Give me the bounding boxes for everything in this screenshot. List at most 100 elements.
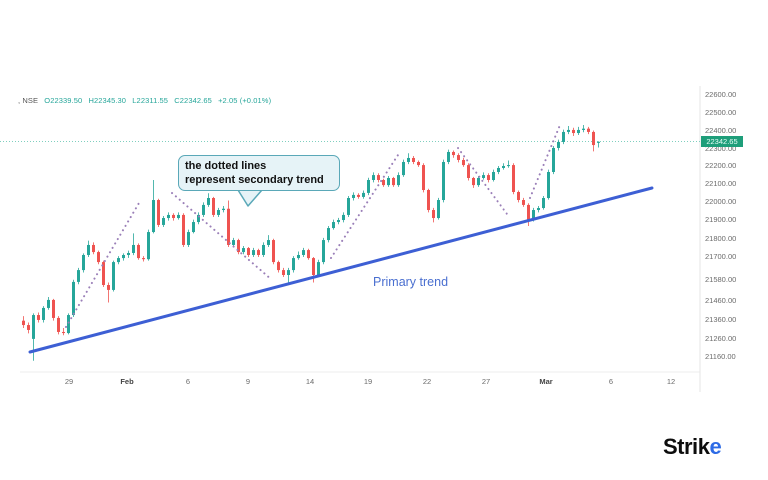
candle-body	[37, 315, 40, 320]
candle-body	[262, 244, 265, 255]
candle-body	[232, 240, 235, 245]
candle-body	[497, 167, 500, 172]
candle-body	[482, 175, 485, 178]
candle-body	[22, 320, 25, 326]
candle-body	[507, 165, 510, 167]
candle-body	[377, 175, 380, 180]
x-tick-label: Mar	[539, 377, 553, 386]
change-value: +2.05 (+0.01%)	[218, 96, 272, 105]
candle-body	[357, 194, 360, 197]
candle-body	[527, 204, 530, 221]
x-tick-label: 27	[481, 377, 491, 386]
candle-body	[437, 200, 440, 219]
candle-body	[302, 250, 305, 255]
candle-body	[322, 240, 325, 263]
strike-logo: Strike	[663, 434, 722, 460]
candle-body	[447, 151, 450, 162]
low-value: L22311.55	[132, 96, 169, 105]
candle-body	[562, 131, 565, 142]
candle-body	[157, 200, 160, 225]
candle-body	[557, 141, 560, 148]
candle-body	[207, 198, 210, 205]
last-price-badge: 22342.65	[701, 136, 743, 147]
secondary-trend-line	[330, 154, 399, 259]
secondary-trend-line	[457, 147, 508, 215]
candle-body	[312, 258, 315, 275]
candle-body	[432, 210, 435, 219]
candle-body	[577, 129, 580, 134]
candle-body	[282, 270, 285, 275]
candle-body	[512, 165, 515, 193]
candle-body	[427, 190, 430, 211]
candle-body	[362, 192, 365, 197]
candle-body	[392, 177, 395, 186]
x-tick-label: 29	[64, 377, 74, 386]
candle-body	[177, 214, 180, 219]
candle-body	[477, 177, 480, 186]
candle-body	[567, 129, 570, 132]
candle-body	[417, 161, 420, 166]
candle-body	[182, 214, 185, 245]
candle-body	[52, 299, 55, 318]
candle-body	[252, 250, 255, 255]
candle-body	[117, 258, 120, 263]
candle-body	[552, 147, 555, 172]
y-tick-label: 21260.00	[705, 334, 737, 343]
candle-body	[387, 177, 390, 186]
candle-body	[97, 252, 100, 263]
candle-body	[412, 157, 415, 162]
candle-body	[502, 165, 505, 168]
y-tick-label: 22300.00	[705, 144, 737, 153]
y-tick-label: 22600.00	[705, 90, 737, 99]
candle-body	[297, 254, 300, 259]
y-tick-label: 21360.00	[705, 315, 737, 324]
candle-body	[317, 262, 320, 275]
candle-body	[192, 222, 195, 233]
x-tick-label: 6	[185, 377, 191, 386]
candle-body	[472, 177, 475, 186]
candle-body	[307, 250, 310, 259]
candle-body	[67, 315, 70, 334]
x-tick-label: 6	[608, 377, 614, 386]
candle-body	[202, 204, 205, 215]
candle-body	[72, 281, 75, 316]
candle-body	[142, 258, 145, 260]
y-tick-label: 21700.00	[705, 252, 737, 261]
candle-body	[102, 262, 105, 286]
y-tick-label: 21800.00	[705, 234, 737, 243]
logo-accent: e	[709, 434, 722, 459]
candle-body	[197, 214, 200, 223]
candle-body	[542, 198, 545, 209]
secondary-trend-callout: the dotted lines represent secondary tre…	[178, 155, 340, 191]
candle-body	[407, 157, 410, 162]
ohlc-header: , NSE O22339.50 H22345.30 L22311.55 C223…	[18, 96, 275, 105]
secondary-trend-line	[171, 192, 273, 281]
secondary-trend-line	[65, 202, 140, 328]
candle-body	[422, 165, 425, 191]
candle-body	[257, 250, 260, 255]
candle-body	[267, 240, 270, 245]
primary-trend-line	[28, 186, 654, 354]
candle-body	[222, 208, 225, 211]
y-tick-label: 22200.00	[705, 161, 737, 170]
candle-body	[517, 192, 520, 201]
secondary-trend-lines	[65, 124, 561, 328]
candle-body	[457, 155, 460, 160]
candle-body	[292, 258, 295, 271]
candle-body	[137, 244, 140, 259]
y-tick-label: 21900.00	[705, 215, 737, 224]
y-tick-label: 21160.00	[705, 352, 736, 361]
candle-body	[402, 161, 405, 176]
candle-body	[587, 128, 590, 132]
candle-body	[452, 151, 455, 156]
candle-body	[162, 218, 165, 225]
candle-body	[217, 210, 220, 215]
candle-body	[147, 232, 150, 260]
candle-body	[107, 285, 110, 290]
y-tick-label: 22500.00	[705, 108, 737, 117]
candle-body	[327, 228, 330, 241]
candle-body	[242, 248, 245, 253]
candle-body	[132, 244, 135, 253]
symbol-label: , NSE	[18, 96, 39, 105]
